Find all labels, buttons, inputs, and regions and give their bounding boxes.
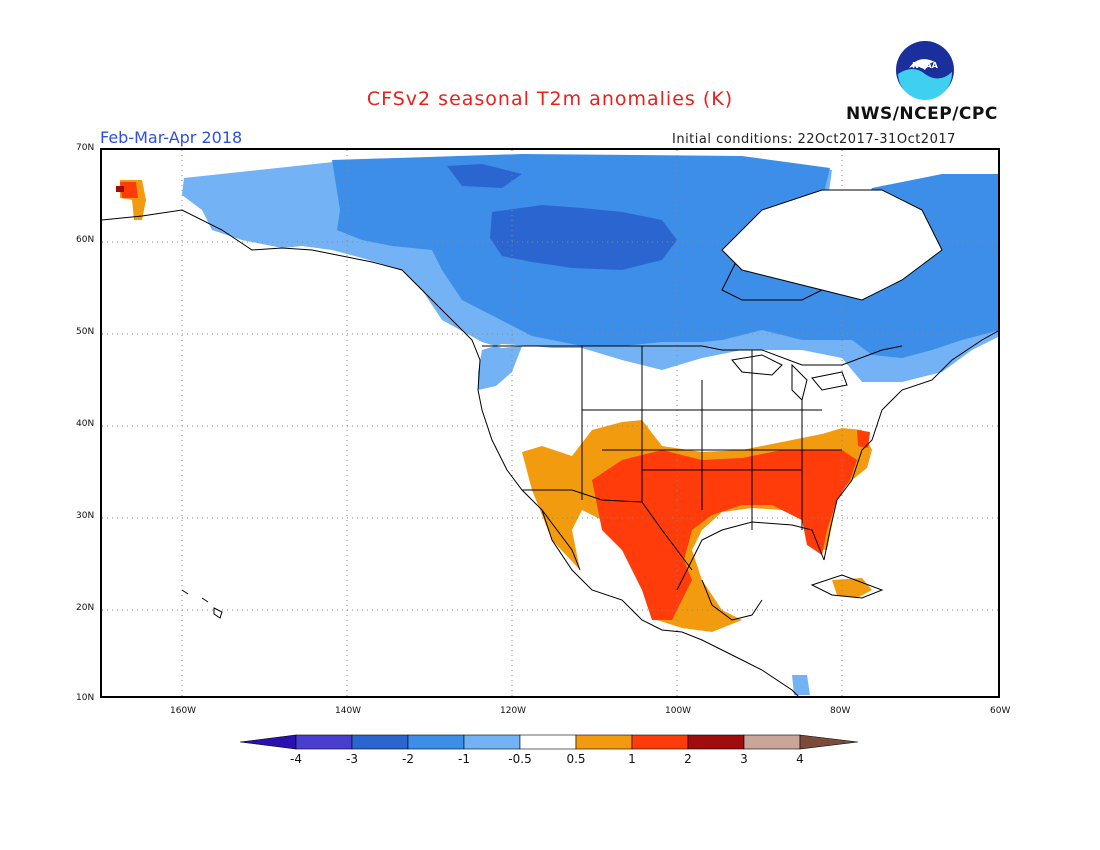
colorbar-label-p1: 1 [628,752,636,766]
lon-label-80w: 80W [830,706,851,716]
lon-label-100w: 100W [665,706,692,716]
anomaly-region-alaska-dark [116,186,124,192]
colorbar-cell-m2_m1 [407,734,465,750]
noaa-logo: NOAA [896,41,954,100]
graticule [102,150,998,696]
colorbar [240,734,859,750]
forecast-period: Feb-Mar-Apr 2018 [100,128,243,147]
anomaly-region-red-cape [857,430,870,448]
coastlines [102,189,998,696]
colorbar-cell-lt_m4 [240,734,297,750]
colorbar-label-p2: 2 [684,752,692,766]
map-canvas [102,150,998,696]
lon-label-120w: 120W [500,706,527,716]
anomaly-region-dark-blue-north [447,164,522,188]
colorbar-cell-p05_p1 [575,734,633,750]
colorbar-label-p4: 4 [796,752,804,766]
colorbar-label-m05: -0.5 [508,752,532,766]
anomaly-region-central-america [792,675,810,695]
colorbar-cell-m1_m05 [463,734,521,750]
initial-conditions: Initial conditions: 22Oct2017-31Oct2017 [672,132,956,147]
colorbar-label-m1: -1 [458,752,470,766]
colorbar-label-p3: 3 [740,752,748,766]
colorbar-cell-p2_p3 [687,734,745,750]
chart-title: CFSv2 seasonal T2m anomalies (K) [366,88,734,110]
agency-label: NWS/NCEP/CPC [846,104,998,124]
lat-label-10n: 10N [76,693,95,703]
lat-label-40n: 40N [76,419,95,429]
anomaly-region-dark-blue [490,205,677,270]
colorbar-cell-m4_m3 [295,734,353,750]
lat-label-70n: 70N [76,143,95,153]
lat-label-60n: 60N [76,235,95,245]
lon-label-140w: 140W [335,706,362,716]
lat-label-30n: 30N [76,511,95,521]
anomaly-region-red-orange [592,450,857,620]
lon-label-60w: 60W [990,706,1011,716]
anomaly-map [100,148,1000,698]
colorbar-cell-gt_p4 [799,734,859,750]
logo-text: NOAA [912,61,938,70]
colorbar-label-m4: -4 [290,752,302,766]
lat-label-20n: 20N [76,603,95,613]
colorbar-label-p05: 0.5 [566,752,586,766]
colorbar-cell-p3_p4 [743,734,801,750]
colorbar-cell-neutral [519,734,577,750]
colorbar-cell-p1_p2 [631,734,689,750]
colorbar-label-m3: -3 [346,752,358,766]
lon-label-160w: 160W [170,706,197,716]
colorbar-label-m2: -2 [402,752,414,766]
lat-label-50n: 50N [76,327,95,337]
anomaly-region-alaska-hot [120,182,138,198]
anomaly-region-cuba [832,578,872,598]
colorbar-cell-m3_m2 [351,734,409,750]
